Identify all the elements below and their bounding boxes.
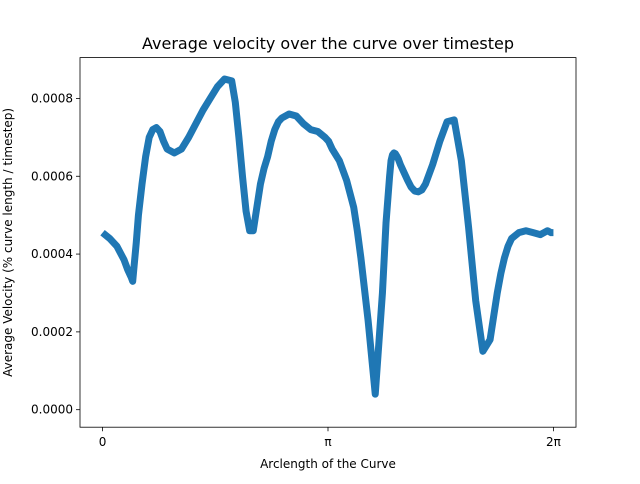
y-tick-label-1: 0.0002 (31, 325, 73, 339)
series-layer (100, 75, 555, 398)
y-tick-label-3: 0.0006 (31, 169, 73, 183)
x-tick-label-1: π (324, 435, 331, 449)
chart-title: Average velocity over the curve over tim… (142, 34, 514, 53)
y-tick-label-0: 0.0000 (31, 403, 73, 417)
x-tick-label-0: 0 (99, 435, 107, 449)
series-line-0 (100, 75, 555, 398)
plot-frame (79, 57, 577, 428)
y-tick-label-4: 0.0008 (31, 91, 73, 105)
x-tick-label-2: 2π (546, 435, 561, 449)
x-axis-ticks: 0 π 2π (99, 427, 561, 449)
y-axis-label: Average Velocity (% curve length / times… (1, 108, 15, 377)
y-tick-label-2: 0.0004 (31, 247, 73, 261)
x-axis-label: Arclength of the Curve (260, 457, 396, 471)
y-axis-ticks: 0.0000 0.0002 0.0004 0.0006 0.0008 (31, 91, 80, 417)
